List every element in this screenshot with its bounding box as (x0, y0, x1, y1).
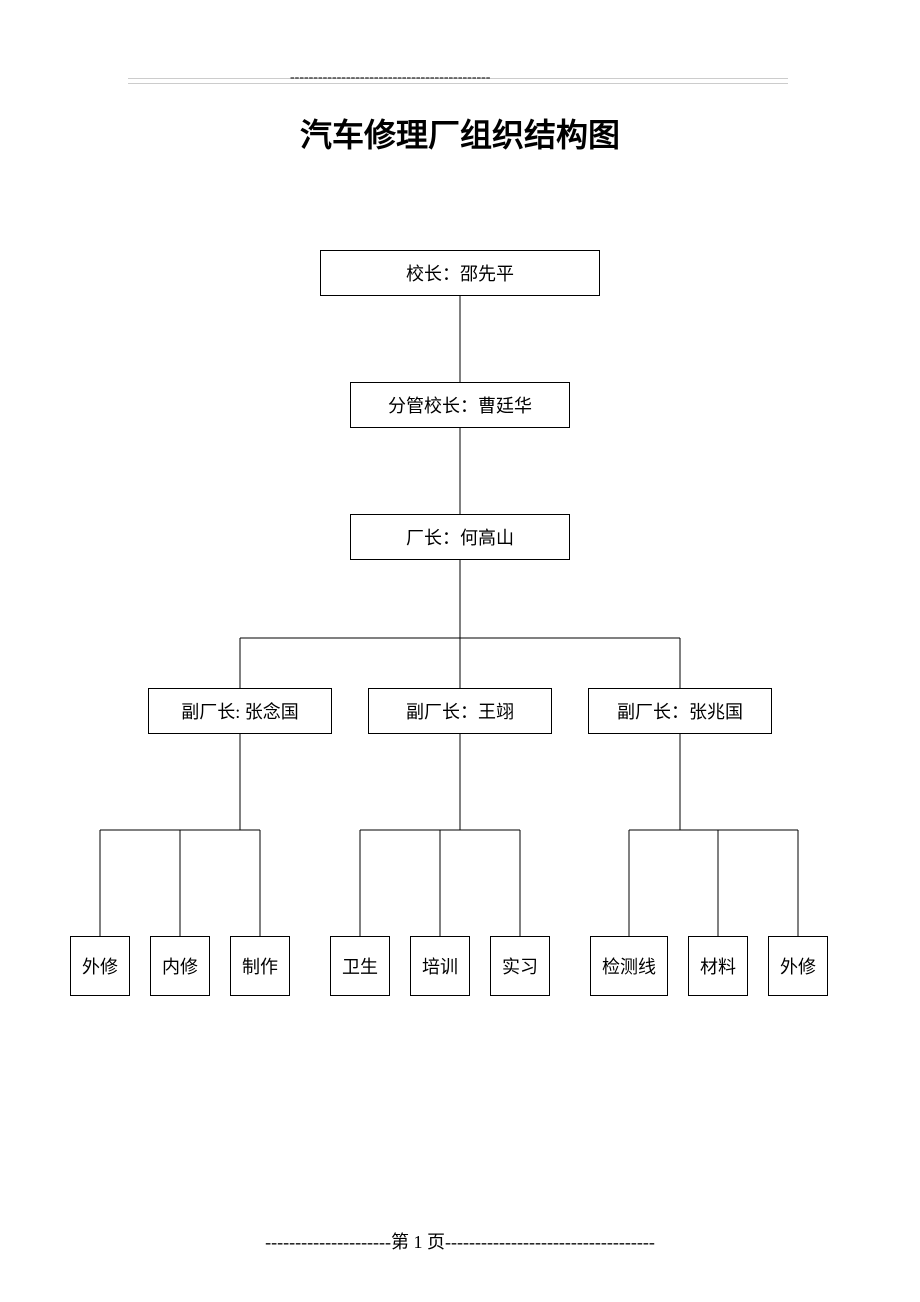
org-node: 内修 (150, 936, 210, 996)
org-node-label: 内修 (162, 953, 198, 979)
org-node: 材料 (688, 936, 748, 996)
org-node: 副厂长: 张念国 (148, 688, 332, 734)
org-node-label: 校长：邵先平 (406, 260, 514, 286)
org-node-label: 副厂长：王翊 (406, 698, 514, 724)
org-node: 分管校长：曹廷华 (350, 382, 570, 428)
page-footer: ---------------------第 1 页--------------… (0, 1228, 920, 1254)
org-node-label: 制作 (242, 953, 278, 979)
org-node: 校长：邵先平 (320, 250, 600, 296)
org-node: 实习 (490, 936, 550, 996)
org-node: 副厂长：张兆国 (588, 688, 772, 734)
org-node: 培训 (410, 936, 470, 996)
org-node: 副厂长：王翊 (368, 688, 552, 734)
org-node-label: 卫生 (342, 953, 378, 979)
org-node: 卫生 (330, 936, 390, 996)
org-node-label: 厂长：何高山 (406, 524, 514, 550)
page-container: ----------------------------------------… (0, 0, 920, 1302)
footer-dashes-right: ----------------------------------- (445, 1232, 655, 1252)
org-node-label: 外修 (82, 953, 118, 979)
org-node: 外修 (768, 936, 828, 996)
org-node: 厂长：何高山 (350, 514, 570, 560)
org-node-label: 外修 (780, 953, 816, 979)
org-node-label: 检测线 (602, 953, 656, 979)
org-node-label: 培训 (422, 953, 458, 979)
footer-dashes-left: --------------------- (265, 1232, 391, 1252)
page-title: 汽车修理厂组织结构图 (0, 110, 920, 156)
org-node-label: 副厂长: 张念国 (181, 698, 299, 724)
org-node-label: 材料 (700, 953, 736, 979)
org-node: 外修 (70, 936, 130, 996)
org-chart: 校长：邵先平分管校长：曹廷华厂长：何高山副厂长: 张念国 副厂长：王翊 副厂长：张兆… (60, 240, 860, 1040)
header-dashes: ----------------------------------------… (290, 70, 590, 82)
org-node: 制作 (230, 936, 290, 996)
org-node-label: 分管校长：曹廷华 (388, 392, 532, 418)
org-node-label: 实习 (502, 953, 538, 979)
footer-page-label: 第 1 页 (391, 1232, 445, 1252)
org-chart-connectors (60, 240, 860, 1040)
org-node-label: 副厂长：张兆国 (617, 698, 743, 724)
org-node: 检测线 (590, 936, 668, 996)
